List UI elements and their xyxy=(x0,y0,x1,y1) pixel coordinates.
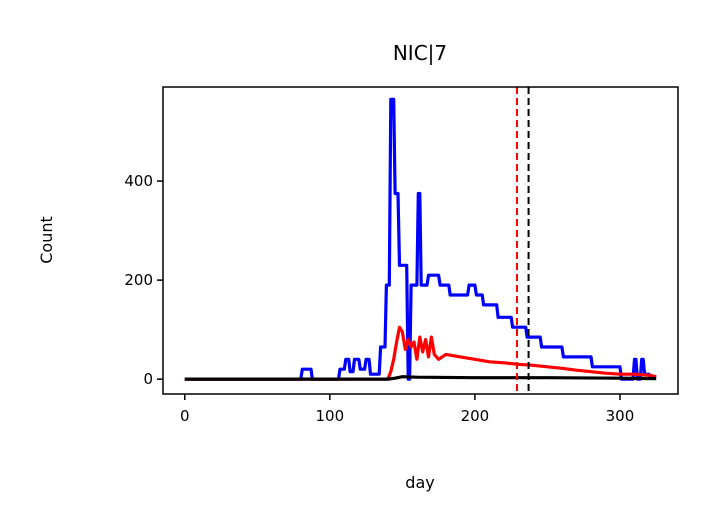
y-tick-label: 400 xyxy=(124,172,153,190)
x-tick-label: 300 xyxy=(606,407,635,425)
x-tick-label: 0 xyxy=(180,407,190,425)
x-tick-label: 200 xyxy=(461,407,490,425)
x-tick-label: 100 xyxy=(316,407,345,425)
series-line-0 xyxy=(184,97,657,381)
plot-frame xyxy=(162,86,679,395)
x-axis: 0 100 200 300 xyxy=(180,394,634,425)
plot-area xyxy=(184,87,657,394)
y-tick-label: 200 xyxy=(124,271,153,289)
y-tick-label: 0 xyxy=(143,370,153,388)
y-axis: 0 200 400 xyxy=(124,172,163,388)
series-line-2 xyxy=(184,375,657,381)
series-line-1 xyxy=(184,325,657,381)
chart-title: NIC|7 xyxy=(393,41,447,65)
y-axis-label: Count xyxy=(37,216,56,264)
x-axis-label: day xyxy=(405,473,434,492)
